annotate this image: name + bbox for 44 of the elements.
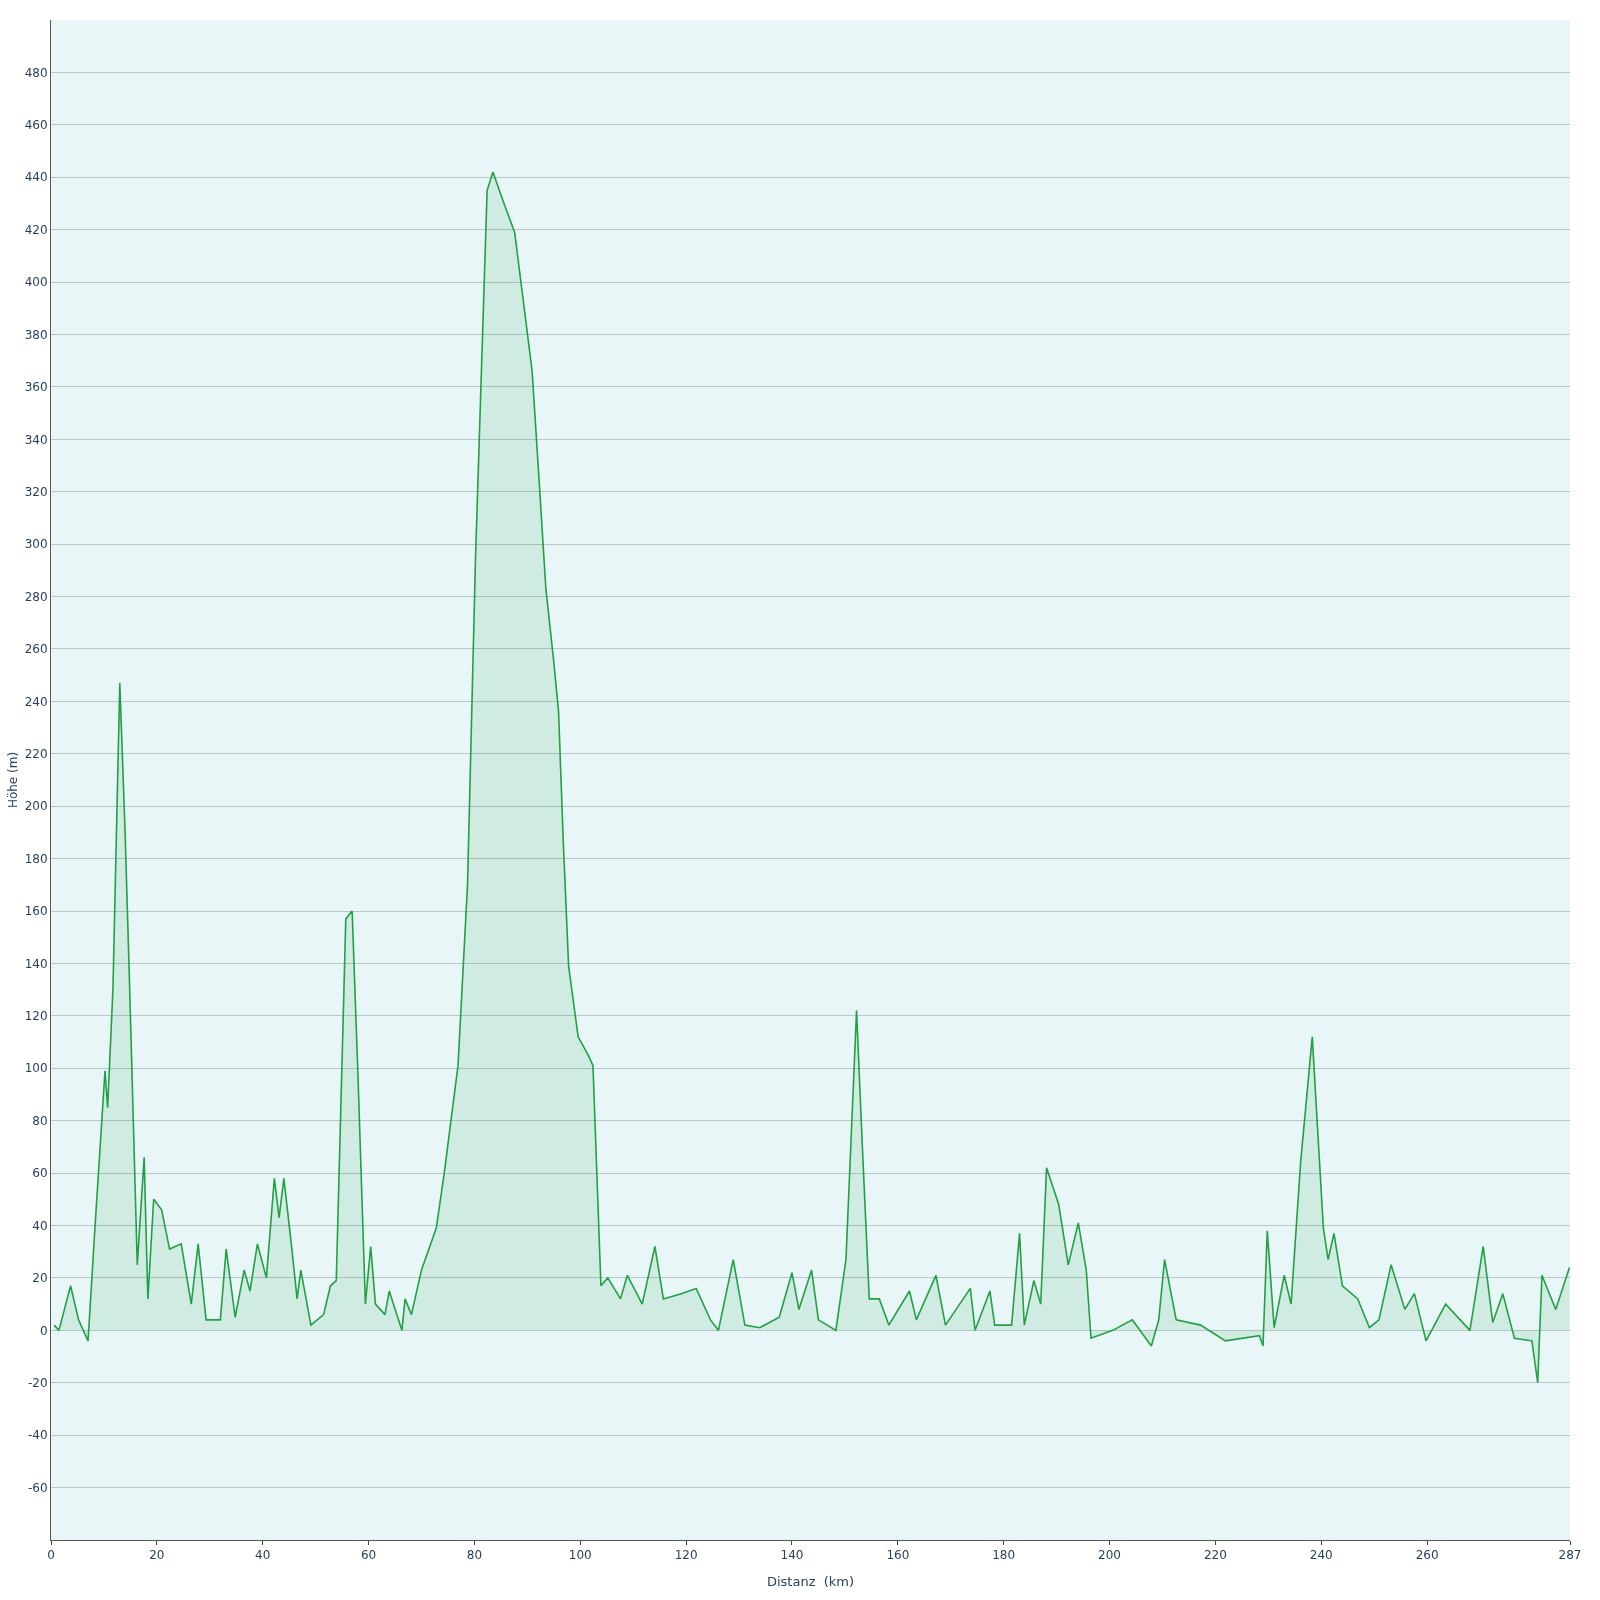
y-tick-label: 260 <box>24 642 48 657</box>
x-tick-label: 100 <box>568 1548 592 1563</box>
y-tick-label: 120 <box>24 1009 48 1024</box>
y-tick-label: 480 <box>24 65 48 80</box>
y-tick-label: 440 <box>24 170 48 185</box>
y-tick-label: 20 <box>32 1271 48 1286</box>
y-axis-title: Höhe (m) <box>5 751 20 809</box>
y-tick-label: 200 <box>24 799 48 814</box>
x-tick-label: 140 <box>780 1548 804 1563</box>
x-tick-label: 20 <box>149 1548 165 1563</box>
y-tick-label: -60 <box>27 1480 48 1495</box>
y-tick-label: 140 <box>24 956 48 971</box>
y-tick-label: 180 <box>24 851 48 866</box>
y-tick-label: 100 <box>24 1061 48 1076</box>
x-tick-label: 287 <box>1558 1548 1582 1563</box>
y-tick-label: 40 <box>32 1218 48 1233</box>
x-axis-title: Distanz (km) <box>766 1574 855 1589</box>
x-tick-label: 60 <box>360 1548 377 1563</box>
x-tick-label: 240 <box>1309 1548 1333 1563</box>
y-tick-label: 320 <box>24 484 48 499</box>
y-tick-label: 240 <box>24 694 48 709</box>
x-tick-label: 220 <box>1203 1548 1227 1563</box>
y-tick-label: 340 <box>24 432 48 447</box>
y-tick-label: 80 <box>32 1113 48 1128</box>
y-tick-label: -20 <box>27 1375 48 1390</box>
x-tick-label: 200 <box>1098 1548 1121 1563</box>
y-tick-label: 360 <box>24 380 48 395</box>
x-tick-label: 260 <box>1415 1548 1439 1563</box>
y-tick-label: 300 <box>24 537 48 552</box>
y-tick-label: 420 <box>24 222 48 237</box>
y-tick-label: 160 <box>24 904 48 919</box>
y-tick-label: 380 <box>24 327 48 342</box>
x-tick-label: 40 <box>255 1548 271 1563</box>
y-tick-label: -40 <box>27 1428 48 1443</box>
y-tick-label: 0 <box>39 1323 48 1338</box>
y-tick-label: 60 <box>32 1166 48 1181</box>
y-tick-label: 220 <box>24 746 48 761</box>
y-tick-label: 400 <box>24 275 48 290</box>
x-tick-label: 120 <box>674 1548 698 1563</box>
x-tick-label: 80 <box>466 1548 483 1563</box>
x-tick-label: 160 <box>886 1548 910 1563</box>
y-tick-label: 460 <box>24 118 48 133</box>
y-tick-label: 280 <box>24 589 48 604</box>
x-tick-label: 180 <box>992 1548 1016 1563</box>
